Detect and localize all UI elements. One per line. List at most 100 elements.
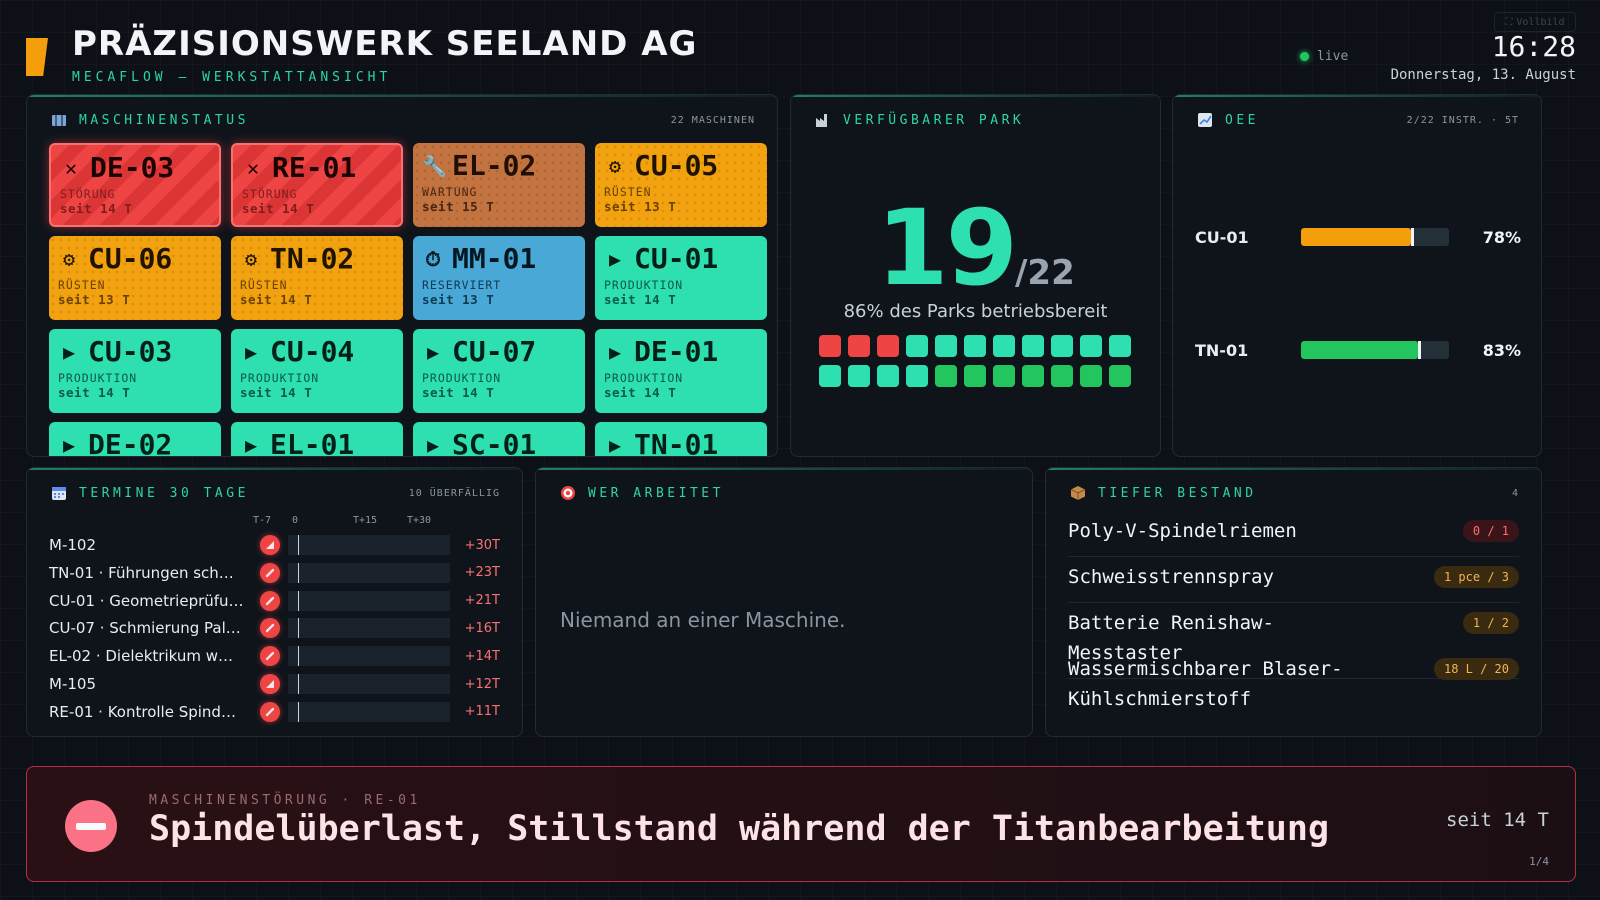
stock-item[interactable]: Batterie Renishaw-Messtaster 1 / 2 <box>1068 608 1519 679</box>
oee-row: TN-01 83% <box>1195 338 1521 362</box>
appointment-due: +16T <box>464 620 500 636</box>
machine-grid: ✕ DE-03 STÖRUNG seit 14 T ✕ RE-01 STÖRUNG seit … <box>49 143 767 457</box>
machine-tile[interactable]: ⚙ TN-02 RÜSTEN seit 14 T <box>231 236 403 320</box>
appointment-name: M-105 <box>49 675 96 693</box>
gear-icon: ⚙ <box>62 247 76 271</box>
stock-item[interactable]: Schweisstrennspray 1 pce / 3 <box>1068 562 1519 603</box>
appointments-panel: TERMINE 30 TAGE 10 ÜBERFÄLLIG T-7 0 T+15… <box>26 467 523 737</box>
target-icon <box>561 486 575 500</box>
timeline-zero-line <box>298 701 299 722</box>
wrench-icon: 🔧 <box>422 154 447 178</box>
park-cell <box>1022 335 1044 357</box>
appointment-row[interactable]: RE-01 · Kontrolle Spind… +11T <box>49 701 500 723</box>
machine-status: PRODUKTION <box>58 371 138 385</box>
app-subtitle: MECAFLOW — WERKSTATTANSICHT <box>72 70 392 85</box>
machine-since: seit 14 T <box>604 292 677 307</box>
machine-fault-banner[interactable]: MASCHINENSTÖRUNG · RE-01 Spindelüberlast… <box>26 766 1576 882</box>
machine-name-row: ✕ RE-01 <box>242 151 392 185</box>
low-stock-title: TIEFER BESTAND <box>1070 485 1257 501</box>
no-entry-icon <box>65 800 117 852</box>
park-cell <box>993 365 1015 387</box>
chart-icon <box>1198 113 1212 127</box>
timeline-zero-line <box>298 646 299 667</box>
alarm-pagination: 1/4 <box>1529 855 1549 868</box>
oee-bar-marker <box>1410 228 1414 246</box>
machine-tile[interactable]: ⚙ CU-06 RÜSTEN seit 13 T <box>49 236 221 320</box>
appointment-timeline <box>288 646 450 667</box>
park-available-count: 19 <box>876 187 1018 309</box>
machine-tile[interactable]: ▶ CU-07 PRODUKTION seit 14 T <box>413 329 585 413</box>
play-icon: ▶ <box>426 340 440 364</box>
stock-item[interactable]: Poly-V-Spindelriemen 0 / 1 <box>1068 516 1519 557</box>
park-cell <box>877 365 899 387</box>
appointment-row[interactable]: M-102 +30T <box>49 534 500 556</box>
machine-tile[interactable]: ▶ EL-01 <box>231 422 403 456</box>
park-cell <box>964 335 986 357</box>
low-stock-count: 4 <box>1511 487 1519 499</box>
appointment-row[interactable]: TN-01 · Führungen sch… +23T <box>49 562 500 584</box>
timeline-zero-line <box>298 674 299 694</box>
play-icon: ▶ <box>426 433 440 457</box>
alarm-kicker: MASCHINENSTÖRUNG · RE-01 <box>149 793 421 808</box>
machine-status: STÖRUNG <box>60 187 116 201</box>
appointment-timeline <box>288 701 450 722</box>
timeline-zero-line <box>298 562 299 583</box>
ruler-icon <box>260 535 280 555</box>
machine-tile[interactable]: ✕ RE-01 STÖRUNG seit 14 T <box>231 143 403 227</box>
machine-tile[interactable]: ⚙ CU-05 RÜSTEN seit 13 T <box>595 143 767 227</box>
timeline-zero-line <box>298 535 299 555</box>
oee-machine-name: CU-01 <box>1195 227 1249 247</box>
machine-name: TN-02 <box>270 242 355 275</box>
machine-name-row: ▶ CU-03 <box>58 335 212 369</box>
gear-icon: ⚙ <box>608 154 622 178</box>
oee-title: OEE <box>1197 112 1259 128</box>
appointment-row[interactable]: CU-07 · Schmierung Pal… +16T <box>49 617 500 639</box>
park-cell <box>1080 365 1102 387</box>
machine-tile[interactable]: ▶ CU-01 PRODUKTION seit 14 T <box>595 236 767 320</box>
machine-name-row: ▶ TN-01 <box>604 428 758 456</box>
live-dot-icon <box>1300 52 1309 61</box>
machine-since: seit 14 T <box>604 385 677 400</box>
machine-tile[interactable]: ▶ SC-01 <box>413 422 585 457</box>
machine-tile[interactable]: ▶ DE-01 PRODUKTION seit 14 T <box>595 329 767 413</box>
machine-status-title: MASCHINENSTATUS <box>51 112 249 128</box>
machine-since: seit 14 T <box>240 292 313 307</box>
machine-tile[interactable]: ▶ TN-01 <box>595 422 767 456</box>
machine-status: RESERVIERT <box>422 278 502 292</box>
machine-status: WARTUNG <box>422 185 478 199</box>
machine-since: seit 15 T <box>422 199 495 214</box>
machine-tile[interactable]: ✕ DE-03 STÖRUNG seit 14 T <box>49 143 221 227</box>
overdue-count: 10 ÜBERFÄLLIG <box>408 487 500 499</box>
park-cell <box>819 365 841 387</box>
stock-item[interactable]: Wassermischbarer Blaser-Kühlschmierstoff… <box>1068 654 1519 724</box>
alarm-since: seit 14 T <box>1446 809 1549 831</box>
park-cell <box>1109 365 1131 387</box>
brand-logo-mark <box>26 38 48 76</box>
appointment-row[interactable]: CU-01 · Geometrieprüfu… +21T <box>49 590 500 612</box>
appointment-due: +14T <box>464 648 500 664</box>
machine-status: PRODUKTION <box>604 371 684 385</box>
fullscreen-button[interactable]: ⛶ Vollbild <box>1494 12 1576 32</box>
map-icon <box>52 115 66 126</box>
park-cell <box>935 365 957 387</box>
axis-label-zero: 0 <box>292 515 299 526</box>
appointment-row[interactable]: EL-02 · Dielektrikum w… +14T <box>49 645 500 667</box>
machine-tile[interactable]: ▶ CU-03 PRODUKTION seit 14 T <box>49 329 221 413</box>
park-cell <box>1109 335 1131 357</box>
park-cell <box>819 335 841 357</box>
park-cell <box>877 335 899 357</box>
park-cell-grid <box>819 335 1139 387</box>
appointment-row[interactable]: M-105 +12T <box>49 673 500 695</box>
machine-tile[interactable]: ⏱ MM-01 RESERVIERT seit 13 T <box>413 236 585 320</box>
machine-name: RE-01 <box>272 151 357 184</box>
machine-tile[interactable]: ▶ CU-04 PRODUKTION seit 14 T <box>231 329 403 413</box>
calendar-icon <box>52 487 66 500</box>
who-works-label: WER ARBEITET <box>588 485 724 501</box>
live-label: live <box>1317 49 1349 64</box>
park-cell <box>1051 365 1073 387</box>
machine-name-row: 🔧 EL-02 <box>422 149 576 183</box>
axis-label-t-plus-30: T+30 <box>407 515 432 526</box>
machine-name: CU-01 <box>634 242 719 275</box>
machine-tile[interactable]: ▶ DE-02 <box>49 422 221 456</box>
machine-tile[interactable]: 🔧 EL-02 WARTUNG seit 15 T <box>413 143 585 227</box>
